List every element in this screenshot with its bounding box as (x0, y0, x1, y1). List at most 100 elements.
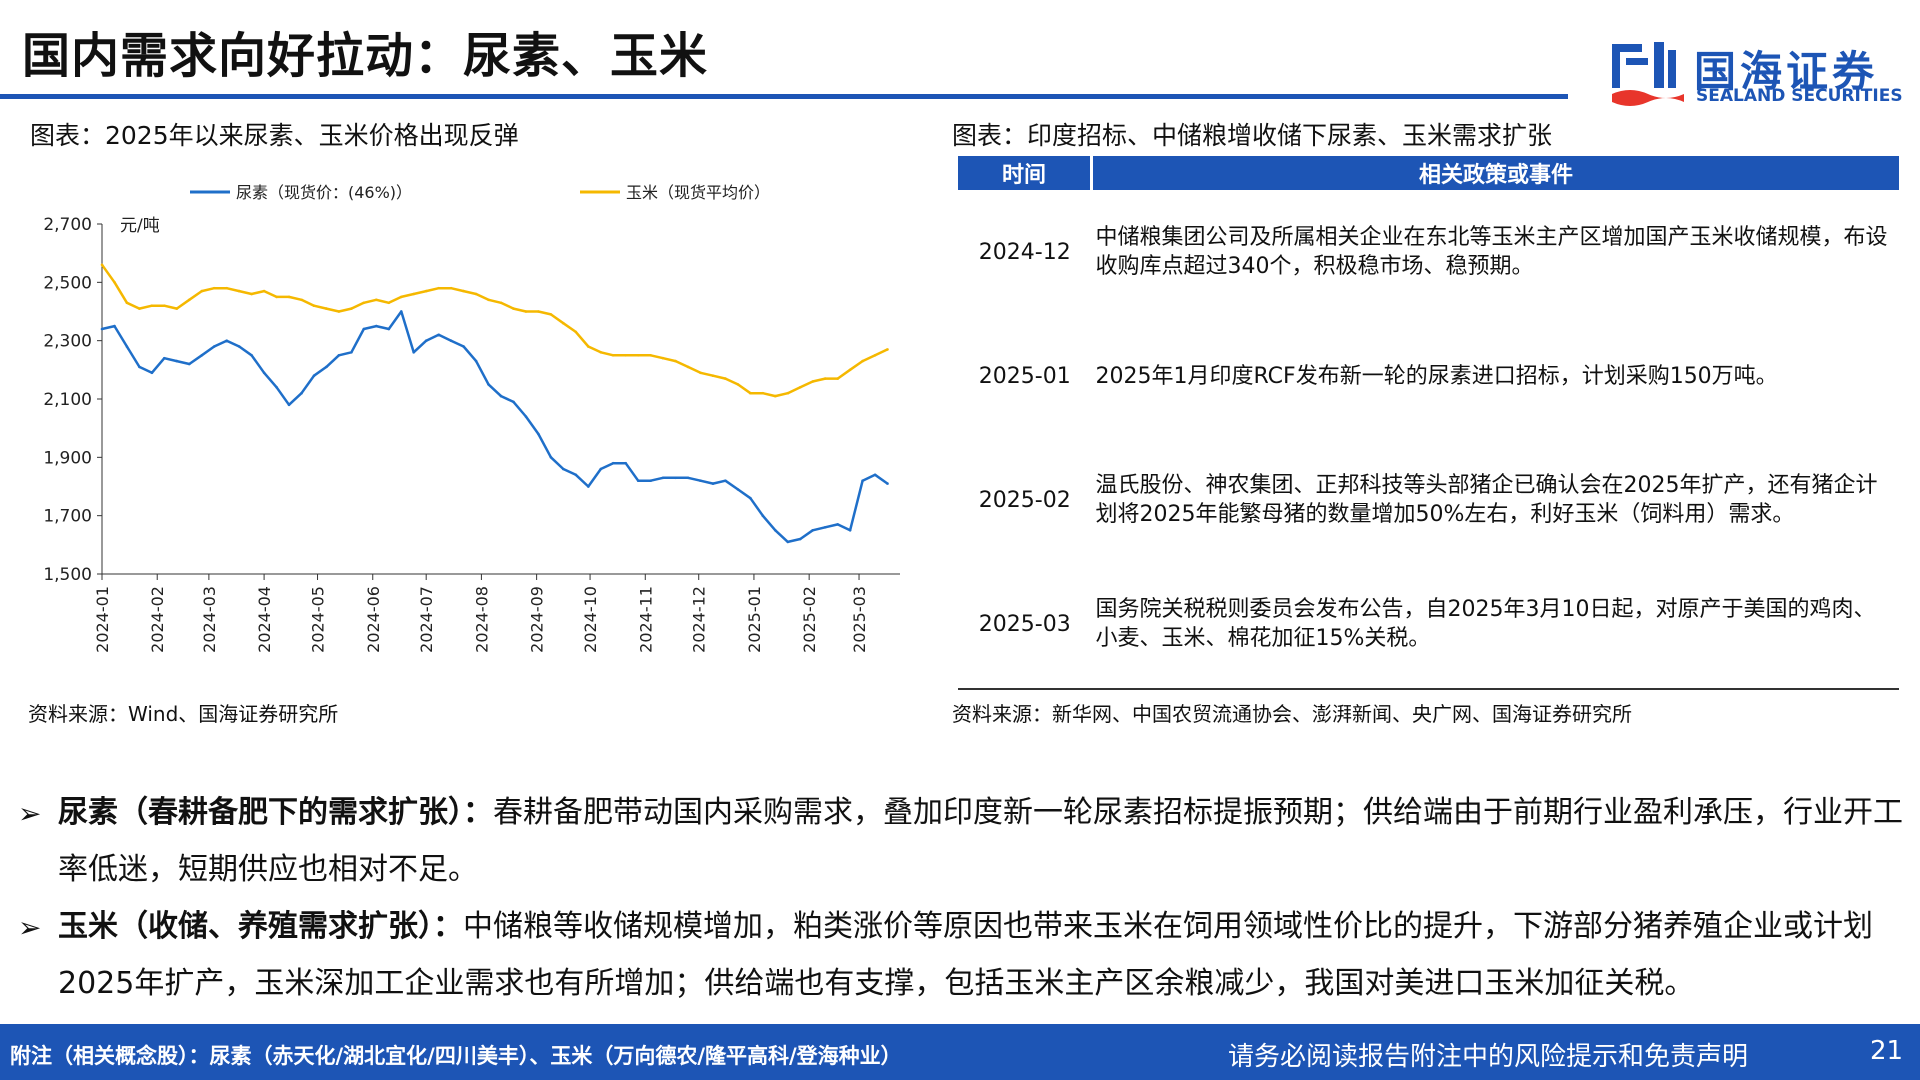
corn-data-point (474, 292, 478, 296)
urea-data-point (188, 362, 191, 366)
legend-label: 尿素（现货价：(46%)） (236, 183, 412, 202)
urea-data-point (499, 394, 503, 398)
corn-data-point (487, 298, 490, 302)
urea-data-point (150, 371, 154, 375)
corn-data-point (611, 354, 615, 357)
x-tick-label: 2024-05 (309, 586, 328, 653)
corn-data-point (400, 295, 403, 299)
x-tick-label: 2024-01 (93, 586, 112, 653)
table-bottom-rule (958, 688, 1899, 690)
row-date: 2024-12 (978, 239, 1071, 265)
corn-data-point (424, 289, 428, 293)
sealand-logo-icon (1612, 42, 1684, 106)
urea-data-point (287, 403, 291, 407)
corn-data-point (188, 298, 191, 302)
urea-data-point (237, 345, 241, 348)
column-header-event: 相关政策或事件 (1091, 156, 1899, 190)
urea-data-point (449, 339, 453, 342)
x-tick-label: 2025-01 (745, 586, 764, 653)
y-tick-label: 2,300 (43, 332, 92, 352)
x-tick-label: 2024-10 (581, 586, 600, 653)
urea-data-point (574, 473, 578, 477)
corn-data-point (312, 304, 316, 307)
urea-data-point (774, 529, 777, 532)
row-event: 国务院关税税则委员会发布公告，自2025年3月10日起，对原产于美国的鸡肉、小麦… (1095, 597, 1876, 651)
corn-data-point (150, 304, 154, 307)
table-row: 2025-02 温氏股份、神农集团、正邦科技等头部猪企已确认会在2025年扩产，… (958, 438, 1899, 562)
corn-data-point (562, 321, 565, 325)
corn-data-point (749, 391, 752, 395)
page-number: 21 (1870, 1036, 1904, 1066)
corn-data-point (125, 301, 129, 305)
corn-data-point (836, 377, 839, 380)
urea-data-point (424, 339, 428, 342)
corn-data-point (848, 368, 852, 372)
page-title: 国内需求向好拉动：尿素、玉米 (22, 28, 709, 84)
urea-data-point (799, 537, 802, 541)
urea-data-point (400, 310, 403, 313)
urea-data-point (599, 467, 603, 471)
corn-data-point (886, 348, 889, 351)
urea-data-point (861, 479, 864, 483)
bullet-body: 春耕备肥带动国内采购需求，叠加印度新一轮尿素招标提振预期；供给端由于前期行业盈利… (58, 795, 1903, 887)
corn-data-point (811, 380, 814, 383)
corn-data-point (212, 286, 216, 290)
corn-data-point (574, 330, 578, 334)
corn-data-point (300, 298, 303, 302)
x-tick-label: 2024-04 (255, 586, 274, 653)
corn-data-point (537, 310, 540, 313)
urea-data-point (362, 327, 366, 331)
x-tick-label: 2024-07 (417, 586, 436, 653)
row-date: 2025-01 (978, 363, 1071, 389)
corn-data-point (724, 377, 727, 380)
left-figure-source: 资料来源：Wind、国海证券研究所 (28, 702, 339, 726)
urea-data-point (350, 351, 353, 354)
urea-data-point (250, 354, 253, 357)
x-tick-label: 2024-11 (636, 586, 655, 653)
urea-data-point (823, 526, 827, 529)
table-header-row: 时间 相关政策或事件 (958, 156, 1899, 190)
urea-data-point (325, 365, 328, 369)
urea-data-point (300, 391, 303, 395)
corn-data-point (200, 289, 204, 293)
y-tick-label: 2,700 (43, 215, 92, 235)
legend-label: 玉米（现货平均价） (626, 183, 770, 202)
y-axis-unit-label: 元/吨 (120, 216, 160, 236)
urea-data-point (337, 354, 341, 357)
x-tick-label: 2025-03 (850, 586, 869, 653)
urea-data-point (699, 479, 702, 483)
y-tick-label: 1,900 (43, 448, 92, 468)
urea-data-point (175, 359, 179, 363)
urea-data-point (749, 496, 752, 500)
corn-data-point (823, 377, 827, 380)
corn-data-point (375, 298, 378, 302)
corn-data-point (649, 354, 652, 357)
urea-data-point (711, 482, 715, 485)
corn-data-point (799, 386, 802, 389)
urea-data-point (462, 345, 465, 348)
corn-data-point (873, 354, 877, 357)
company-logo: 国海证券 SEALAND SECURITIES (1610, 36, 1903, 108)
urea-data-point (836, 523, 839, 526)
y-tick-label: 2,500 (43, 273, 92, 293)
urea-data-point (487, 383, 490, 386)
table-row: 2025-03 国务院关税税则委员会发布公告，自2025年3月10日起，对原产于… (958, 562, 1899, 686)
events-table: 时间 相关政策或事件 2024-12 中储粮集团公司及所属相关企业在东北等玉米主… (958, 156, 1899, 686)
urea-price-line (101, 310, 889, 544)
corn-data-point (100, 263, 104, 267)
x-tick-label: 2025-02 (800, 586, 819, 653)
corn-data-point (761, 391, 765, 395)
title-divider (0, 94, 1568, 99)
urea-data-point (512, 400, 515, 404)
urea-data-point (674, 476, 677, 480)
urea-data-point (412, 351, 416, 354)
right-figure-source: 资料来源：新华网、中国农贸流通协会、澎湃新闻、央广网、国海证券研究所 (952, 702, 1632, 726)
table-row: 2024-12 中储粮集团公司及所属相关企业在东北等玉米主产区增加国产玉米收储规… (958, 190, 1899, 314)
corn-data-point (412, 292, 416, 296)
urea-data-point (649, 479, 652, 483)
urea-data-point (736, 488, 740, 491)
urea-data-point (848, 529, 852, 532)
corn-data-point (599, 351, 603, 354)
corn-data-point (661, 356, 665, 360)
corn-data-point (163, 304, 166, 307)
